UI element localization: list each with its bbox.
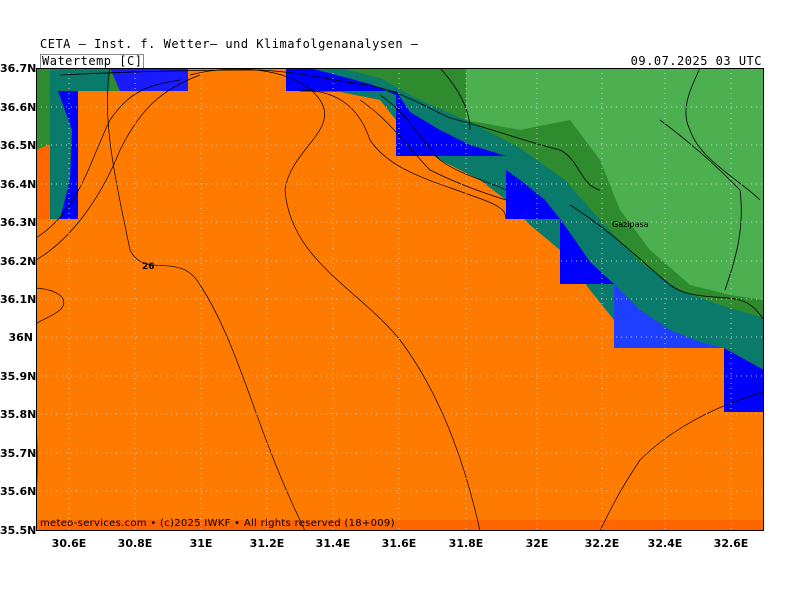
lat-label-36.6: 36.6N (0, 101, 37, 114)
isotherm-west-bump (36, 287, 65, 325)
lon-label-31.0: 31E (189, 537, 213, 550)
lon-label-31.2: 31.2E (249, 537, 285, 550)
cold-water-step-4 (614, 284, 724, 348)
header-title: CETA — Inst. f. Wetter— und Klimafolgena… (40, 37, 419, 51)
coastline-north (59, 69, 601, 191)
cold-water-step-2 (506, 156, 560, 219)
cold-water-northwest (110, 68, 188, 91)
isotherm-26-south (106, 68, 306, 531)
grid-lines (36, 68, 764, 531)
copyright-credit: meteo-services.com • (c)2025 IWKF • All … (40, 518, 395, 529)
isotherm-east-2 (299, 89, 507, 220)
isotherm-east-1 (189, 68, 481, 531)
lat-label-36.3: 36.3N (0, 216, 37, 229)
coastline-east (569, 204, 764, 321)
cold-water-west (58, 91, 78, 219)
lon-label-30.8: 30.8E (117, 537, 153, 550)
lon-label-31.4: 31.4E (315, 537, 351, 550)
datetime-label: 09.07.2025 03 UTC (630, 54, 762, 68)
isotherm-lines (36, 68, 764, 531)
cold-water-step-5 (724, 348, 764, 412)
lat-label-36.2: 36.2N (0, 255, 37, 268)
land-border-2 (685, 68, 761, 201)
isotherm-east-3 (379, 94, 507, 191)
lat-label-36.5: 36.5N (0, 139, 37, 152)
lon-label-32.6: 32.6E (713, 537, 749, 550)
cold-water-north (286, 68, 396, 95)
lon-label-32.2: 32.2E (584, 537, 620, 550)
lon-label-30.6: 30.6E (51, 537, 87, 550)
isotherm-southeast (599, 391, 764, 531)
lat-label-36.4: 36.4N (0, 178, 37, 191)
cold-water-step-1 (396, 91, 506, 156)
water-temperature-map (36, 68, 764, 531)
lat-label-35.5: 35.5N (0, 524, 37, 537)
lon-label-31.8: 31.8E (448, 537, 484, 550)
lat-label-35.7: 35.7N (0, 447, 37, 460)
lat-label-36.7: 36.7N (0, 62, 37, 75)
land-area-light (36, 68, 764, 318)
lat-label-35.9: 35.9N (0, 370, 37, 383)
variable-label: Watertemp [C] (40, 54, 145, 69)
cold-water-step-3 (560, 219, 614, 284)
lon-label-31.6: 31.6E (381, 537, 417, 550)
lon-label-32.0: 32E (525, 537, 549, 550)
lat-label-36.0: 36N (8, 331, 33, 344)
isotherm-east-4 (359, 99, 507, 201)
land-border-1 (439, 68, 471, 131)
lat-label-36.1: 36.1N (0, 293, 37, 306)
orange-nearshore-band (36, 68, 764, 520)
isotherm-26 (36, 74, 201, 261)
lat-label-35.6: 35.6N (0, 485, 37, 498)
contour-label-26: 26 (142, 262, 155, 272)
lat-label-35.8: 35.8N (0, 408, 37, 421)
place-label-gazipasa: Gazipasa (612, 220, 649, 229)
lon-label-32.4: 32.4E (647, 537, 683, 550)
